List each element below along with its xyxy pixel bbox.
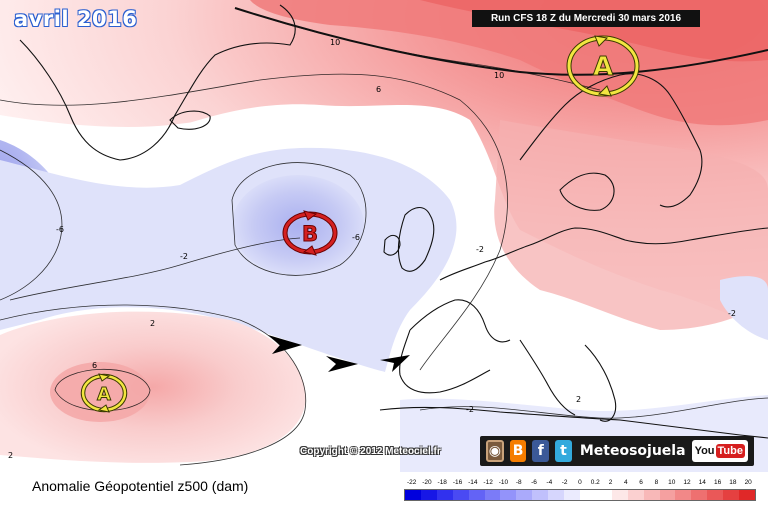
scale-tick-label: -16 <box>452 479 463 486</box>
iceland-coast <box>169 110 211 130</box>
scale-tick-label: -4 <box>546 479 553 486</box>
youtube-tube: Tube <box>715 444 745 458</box>
scale-tick-label: 4 <box>623 479 628 486</box>
scale-swatch <box>611 490 628 500</box>
contour-label: -2 <box>466 405 474 414</box>
contour-label: -2 <box>180 252 188 261</box>
contour-label: -2 <box>728 309 736 318</box>
scale-tick-label: 10 <box>668 479 676 486</box>
instagram-icon[interactable]: ◉ <box>486 440 504 462</box>
scale-tick-label: -22 <box>406 479 417 486</box>
blogger-icon[interactable]: B <box>509 440 527 462</box>
low-letter: B <box>302 222 318 246</box>
scale-swatch <box>420 490 437 500</box>
run-label: Run CFS 18 Z du Mercredi 30 mars 2016 <box>472 10 700 27</box>
scale-swatch <box>516 490 533 500</box>
scale-swatch <box>627 490 644 500</box>
scale-tick-label: -12 <box>483 479 493 486</box>
map-title: avril 2016 <box>14 7 138 31</box>
contour-label: 2 <box>8 451 13 460</box>
scale-swatch <box>675 490 692 500</box>
scale-swatch <box>579 490 596 500</box>
scale-tick-label: -10 <box>498 479 509 486</box>
legend-area: Anomalie Géopotentiel z500 (dam) -22 -20-… <box>0 472 768 512</box>
high-pressure-marker-north: A <box>566 35 640 97</box>
positive-anomaly-southwest <box>0 311 306 463</box>
scale-tick-label: 2 <box>608 479 613 486</box>
contour-label: 6 <box>376 85 381 94</box>
scale-tick-label: -8 <box>515 479 522 486</box>
contour-label: -6 <box>352 233 360 242</box>
contour-label: -2 <box>476 245 484 254</box>
brand-name: Meteosojuela <box>579 443 686 459</box>
scale-swatch <box>405 490 421 500</box>
scale-tick-label: 18 <box>729 479 737 486</box>
scale-swatch <box>643 490 660 500</box>
arrow-icon <box>268 335 302 354</box>
contour-label: -6 <box>56 225 64 234</box>
scandinavia-coast <box>519 73 703 208</box>
scale-swatch <box>500 490 517 500</box>
scale-tick-label: -14 <box>468 479 478 486</box>
youtube-icon[interactable]: You Tube <box>691 440 748 462</box>
color-scale: -22 -20 -18 -16 -14 -12 -10 -8 -6 -4 -2 0 0.2 2 4 6 8 10 1… <box>404 479 756 501</box>
contour-label: 6 <box>92 361 97 370</box>
scale-swatch <box>739 490 755 500</box>
contour-label: 10 <box>330 38 340 47</box>
scale-tick-label: 12 <box>683 479 691 486</box>
scale-ticks: -22 -20 -18 -16 -14 -12 -10 -8 -6 -4 -2 0 0.2 2 4 6 8 10 1… <box>404 479 756 486</box>
scale-swatch <box>548 490 565 500</box>
scale-swatch <box>659 490 676 500</box>
europe-coast <box>439 227 768 281</box>
facebook-icon[interactable]: f <box>532 440 550 462</box>
scale-swatch <box>564 490 580 500</box>
scale-tick-label: -2 <box>561 479 568 486</box>
scale-swatch <box>468 490 485 500</box>
jet-stream-arrows <box>268 335 410 372</box>
map-caption: Anomalie Géopotentiel z500 (dam) <box>32 478 249 494</box>
scale-tick-label: -6 <box>531 479 537 486</box>
scale-tick-label: -18 <box>437 479 447 486</box>
scale-swatch <box>484 490 501 500</box>
contour-label: 2 <box>576 395 581 404</box>
scale-bar <box>404 489 756 501</box>
scale-swatch <box>452 490 469 500</box>
scale-tick-label: 8 <box>654 479 659 486</box>
contour-label: 2 <box>150 319 155 328</box>
scale-swatch <box>436 490 453 500</box>
high-letter: A <box>593 52 613 82</box>
scale-tick-label: 0 <box>578 479 582 486</box>
scale-swatch <box>691 490 708 500</box>
arrow-icon <box>380 355 410 372</box>
low-pressure-marker: B <box>282 210 338 256</box>
social-banner: ◉ B f t Meteosojuela You Tube <box>480 436 754 466</box>
scale-swatch <box>595 490 612 500</box>
anomaly-map: 10 10 6 -6 -6 -2 2 -2 6 2 -2 -2 2 A B <box>0 0 768 472</box>
copyright-text: Copyright © 2012 Meteociel.fr <box>300 446 441 457</box>
positive-anomaly-europe <box>494 120 768 330</box>
scale-swatch <box>723 490 740 500</box>
scale-tick-label: -20 <box>422 479 432 486</box>
contour-label: 10 <box>494 71 504 80</box>
greenland-coast <box>19 4 296 161</box>
british-isles-coast <box>397 206 435 272</box>
high-pressure-marker-south: A <box>80 373 128 413</box>
scale-tick-label: 20 <box>744 479 752 486</box>
youtube-you: You <box>694 445 715 457</box>
scale-tick-label: 0.2 <box>590 479 600 486</box>
scale-tick-label: 14 <box>698 479 706 486</box>
high-letter: A <box>97 384 111 405</box>
arrow-icon <box>326 356 358 372</box>
twitter-icon[interactable]: t <box>555 440 572 462</box>
scale-tick-label: 16 <box>713 479 722 486</box>
scale-tick-label: 6 <box>639 479 643 486</box>
low-pressure-core <box>232 175 364 275</box>
scale-swatch <box>532 490 549 500</box>
scale-swatch <box>707 490 724 500</box>
